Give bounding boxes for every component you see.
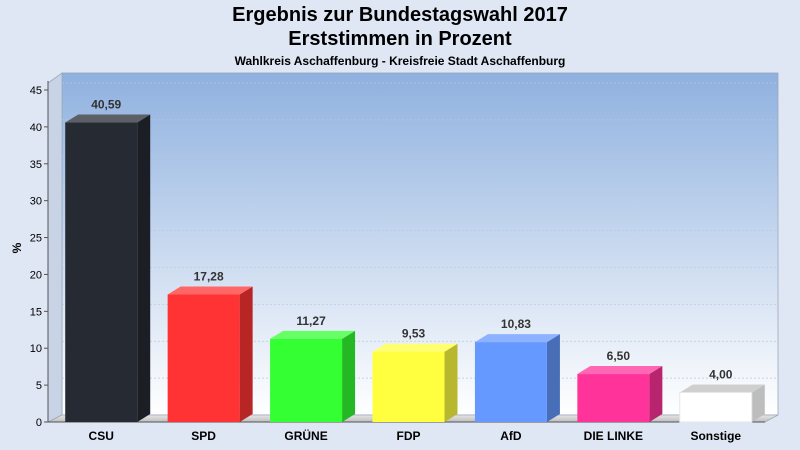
x-tick-label: AfD xyxy=(500,429,522,443)
bar-side xyxy=(751,384,765,422)
y-tick-label: 5 xyxy=(36,380,42,392)
bar-front xyxy=(474,342,547,422)
bar-front xyxy=(577,374,650,422)
data-label: 9,53 xyxy=(402,327,426,341)
bar-front xyxy=(167,294,240,422)
bar-csu xyxy=(65,114,151,422)
y-tick-label: 10 xyxy=(30,343,42,355)
data-label: 40,59 xyxy=(91,98,121,112)
bar-front xyxy=(679,391,753,423)
bar-side xyxy=(444,343,458,422)
x-tick-label: DIE LINKE xyxy=(584,429,643,443)
y-axis-label: % xyxy=(10,242,24,253)
chart-caption: Wahlkreis Aschaffenburg - Kreisfreie Sta… xyxy=(234,54,566,68)
chart-title: Ergebnis zur Bundestagswahl 2017 xyxy=(232,4,568,26)
y-tick-label: 25 xyxy=(30,233,42,245)
y-tick-label: 35 xyxy=(30,159,42,171)
bar-top xyxy=(474,334,560,343)
bar-top xyxy=(679,384,765,393)
bar-fdp xyxy=(372,343,458,422)
x-tick-label: Sonstige xyxy=(690,429,741,443)
y-tick-label: 15 xyxy=(30,306,42,318)
bar-afd xyxy=(474,334,560,422)
data-label: 10,83 xyxy=(501,317,531,331)
bar-grüne xyxy=(270,330,356,422)
chart-subtitle: Erststimmen in Prozent xyxy=(288,28,512,50)
bar-side xyxy=(239,286,253,422)
y-tick-label: 0 xyxy=(36,417,42,429)
bar-top xyxy=(372,343,458,352)
bar-top xyxy=(167,286,253,295)
bar-side xyxy=(137,114,151,422)
bar-die-linke xyxy=(577,366,663,422)
bar-side xyxy=(342,330,356,422)
y-tick-label: 30 xyxy=(30,196,42,208)
bar-top xyxy=(65,114,151,123)
bar-front xyxy=(372,351,445,422)
bar-top xyxy=(577,366,663,375)
data-label: 6,50 xyxy=(607,349,631,363)
bar-sonstige xyxy=(679,384,765,423)
bar-front xyxy=(65,122,138,422)
x-tick-label: CSU xyxy=(89,429,114,443)
data-label: 4,00 xyxy=(709,367,733,381)
data-label: 11,27 xyxy=(296,314,326,328)
x-tick-label: GRÜNE xyxy=(284,428,327,443)
x-tick-label: SPD xyxy=(191,429,216,443)
plot-side-wall xyxy=(47,72,63,423)
y-tick-label: 20 xyxy=(30,269,42,281)
bar-front xyxy=(270,338,343,422)
bar-top xyxy=(270,330,356,339)
x-tick-label: FDP xyxy=(397,429,421,443)
bar-side xyxy=(649,366,663,422)
bar-side xyxy=(546,334,560,422)
y-tick-label: 40 xyxy=(30,122,42,134)
bar-spd xyxy=(167,286,253,422)
y-tick-label: 45 xyxy=(30,85,42,97)
data-label: 17,28 xyxy=(194,270,224,284)
